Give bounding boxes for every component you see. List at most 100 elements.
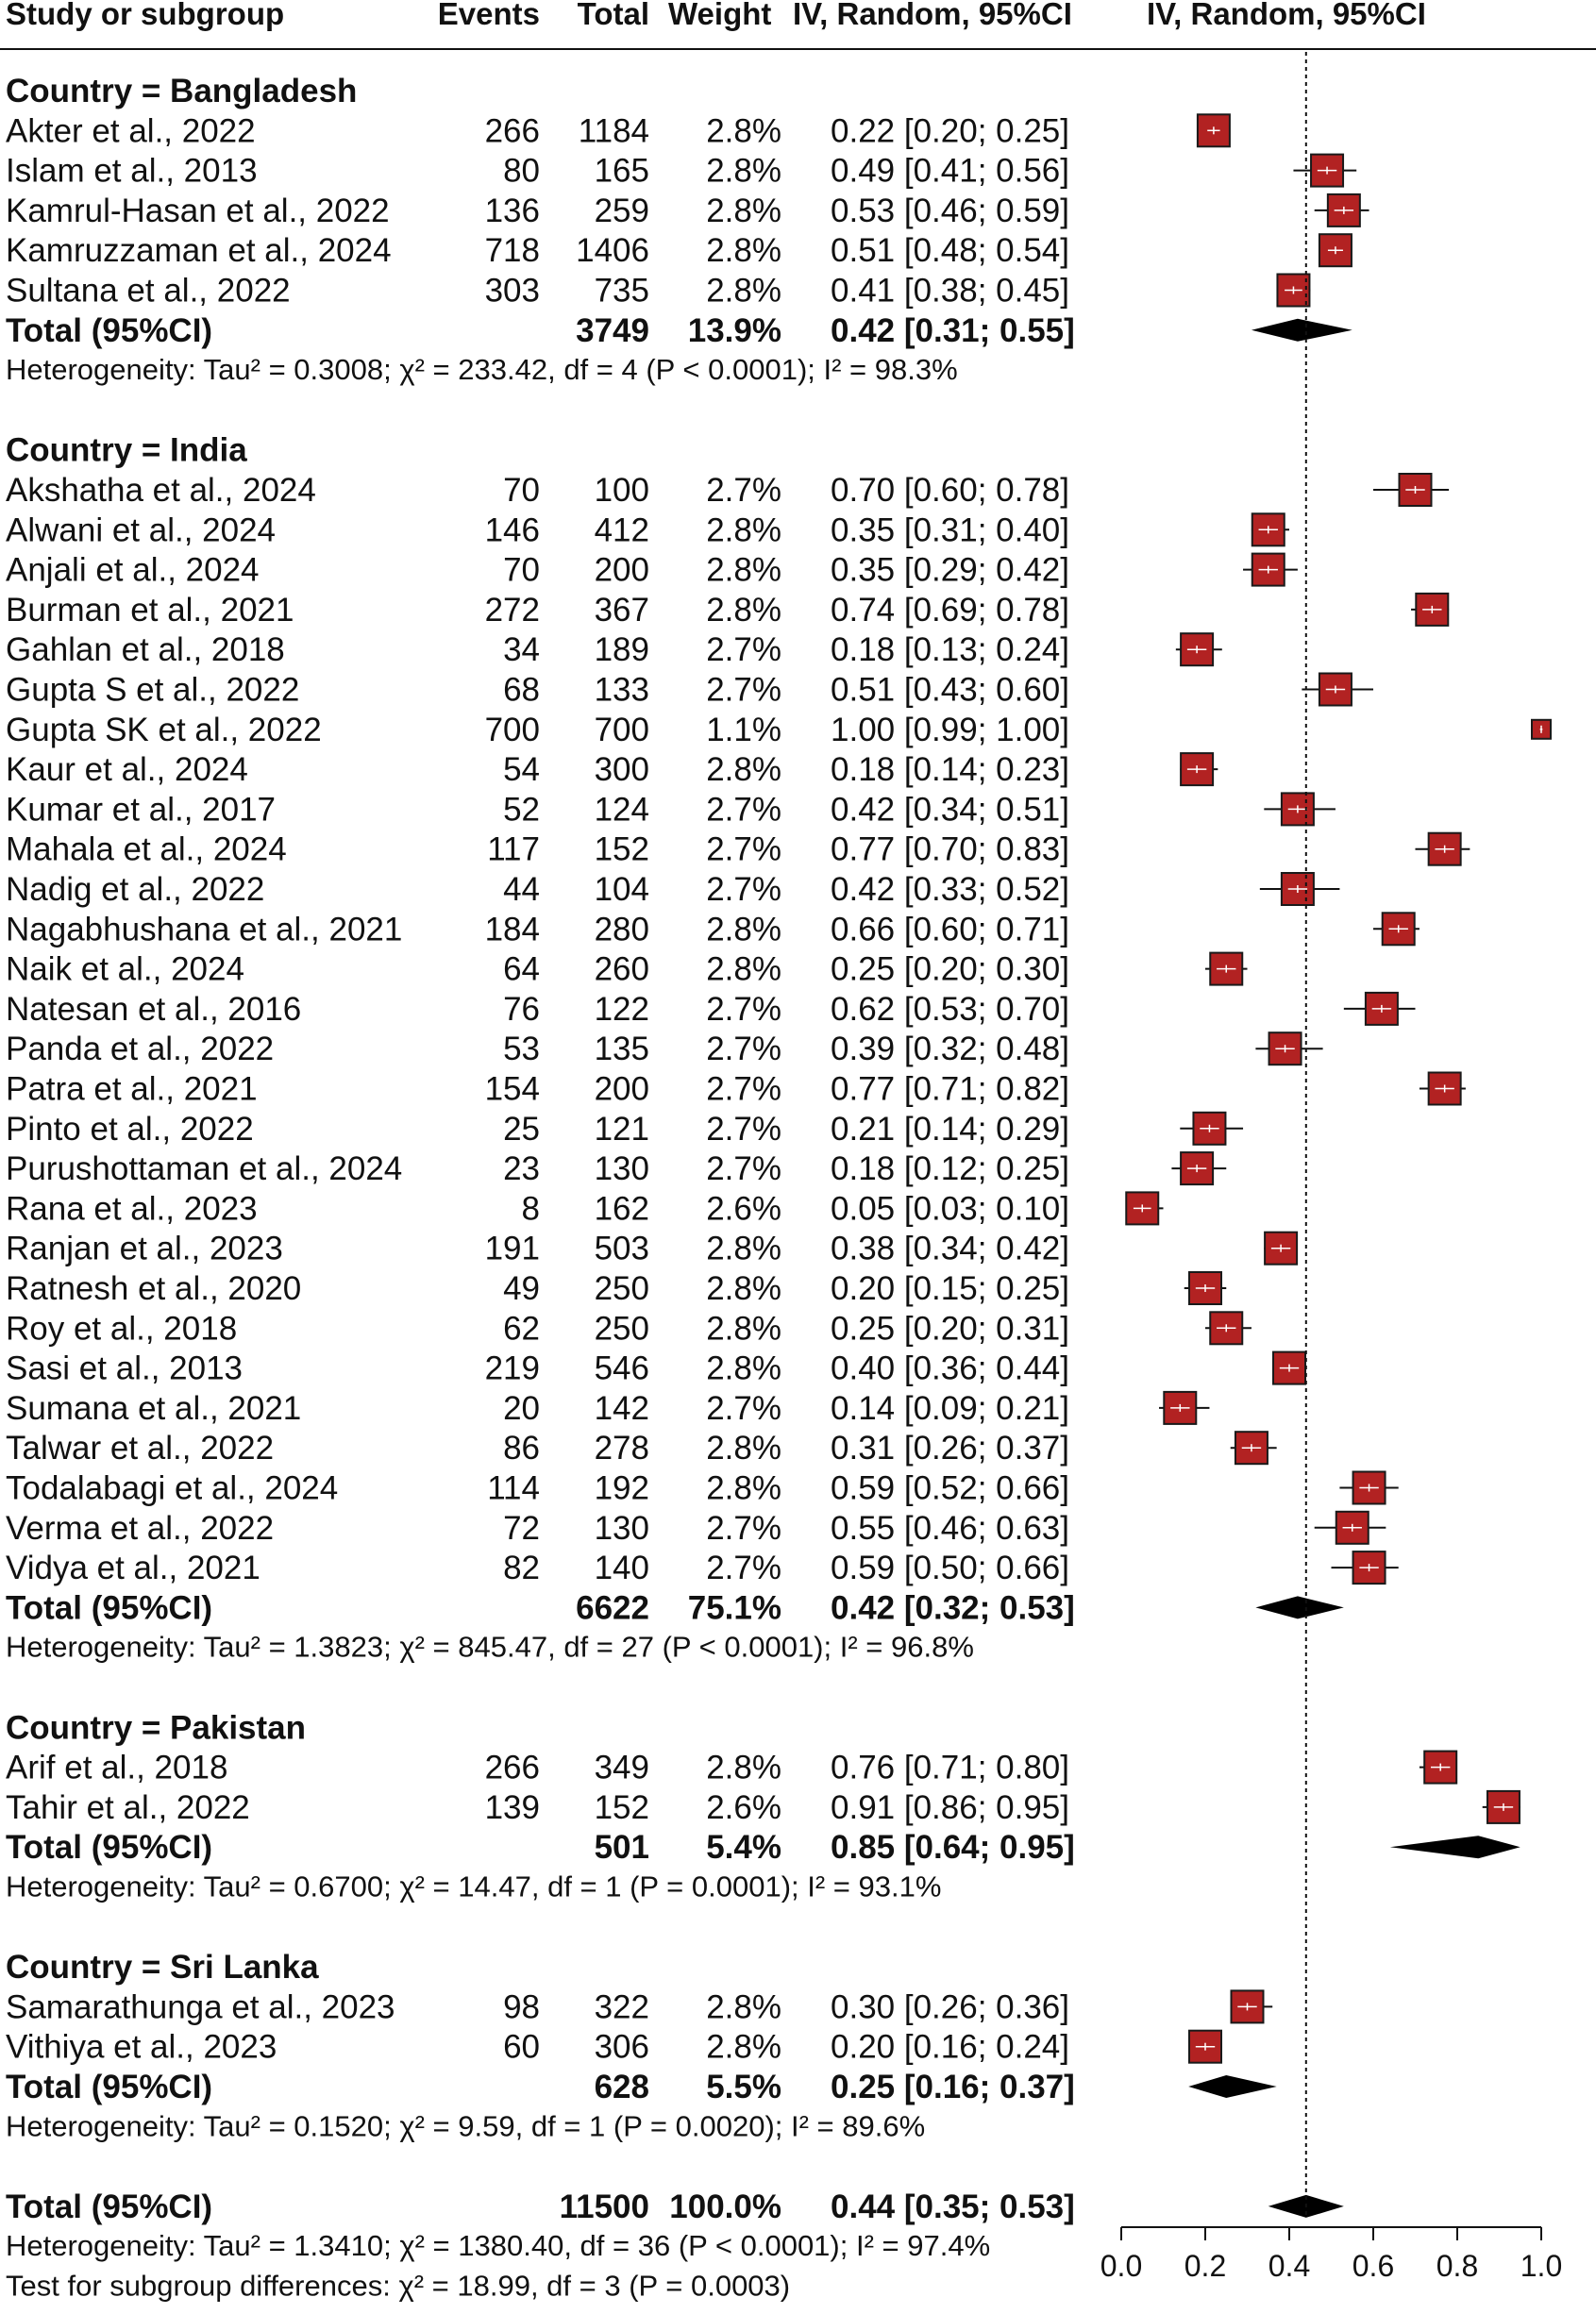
- study-events: 136: [485, 193, 540, 229]
- study-total: 104: [595, 871, 649, 908]
- study-name: Gahlan et al., 2018: [6, 631, 285, 668]
- study-square: [1180, 1151, 1215, 1186]
- study-events: 49: [503, 1270, 540, 1307]
- study-total: 124: [595, 791, 649, 828]
- study-events: 72: [503, 1510, 540, 1547]
- study-ci: 0.35 [0.29; 0.42]: [831, 552, 1069, 589]
- study-name: Samarathunga et al., 2023: [6, 1988, 395, 2025]
- subgroup-total-weight: 5.4%: [706, 1829, 781, 1866]
- study-weight: 2.7%: [706, 1150, 781, 1187]
- study-ci: 0.66 [0.60; 0.71]: [831, 911, 1069, 947]
- study-total: 162: [595, 1190, 649, 1227]
- study-total: 306: [595, 2029, 649, 2066]
- study-name: Arif et al., 2018: [6, 1750, 227, 1786]
- study-ci: 0.59 [0.50; 0.66]: [831, 1550, 1069, 1586]
- study-weight: 2.8%: [706, 552, 781, 589]
- study-name: Sultana et al., 2022: [6, 273, 291, 310]
- x-tick-label: 0.4: [1268, 2249, 1310, 2283]
- study-square: [1196, 113, 1231, 148]
- study-events: 70: [503, 552, 540, 589]
- study-ci: 0.91 [0.86; 0.95]: [831, 1789, 1069, 1826]
- study-ci: 0.38 [0.34; 0.42]: [831, 1231, 1069, 1267]
- study-weight: 2.7%: [706, 631, 781, 668]
- subgroup-total-weight: 5.5%: [706, 2069, 781, 2105]
- study-total: 200: [595, 1071, 649, 1108]
- study-weight: 2.6%: [706, 1190, 781, 1227]
- study-ci: 0.20 [0.16; 0.24]: [831, 2029, 1069, 2066]
- study-name: Purushottaman et al., 2024: [6, 1150, 402, 1187]
- study-total: 122: [595, 991, 649, 1028]
- study-events: 60: [503, 2029, 540, 2066]
- study-events: 154: [485, 1071, 540, 1108]
- study-ci: 0.31 [0.26; 0.37]: [831, 1430, 1069, 1467]
- study-weight: 2.6%: [706, 1789, 781, 1826]
- x-tick-label: 0.0: [1100, 2249, 1142, 2283]
- study-ci: 0.51 [0.48; 0.54]: [831, 232, 1069, 269]
- subgroup-total-label: Total (95%CI): [6, 2069, 212, 2105]
- subgroup-heterogeneity: Heterogeneity: Tau² = 0.6700; χ² = 14.47…: [6, 1870, 941, 1903]
- study-weight: 2.8%: [706, 592, 781, 629]
- study-name: Burman et al., 2021: [6, 592, 294, 629]
- study-ci: 0.22 [0.20; 0.25]: [831, 112, 1069, 149]
- study-total: 130: [595, 1510, 649, 1547]
- study-events: 44: [503, 871, 540, 908]
- subgroup-total-ci: 0.25 [0.16; 0.37]: [831, 2069, 1075, 2105]
- study-events: 64: [503, 951, 540, 988]
- header-weight: Weight: [668, 0, 771, 31]
- study-weight: 2.8%: [706, 1988, 781, 2025]
- study-name: Anjali et al., 2024: [6, 552, 260, 589]
- study-total: 280: [595, 911, 649, 947]
- study-ci: 0.35 [0.31; 0.40]: [831, 511, 1069, 548]
- study-name: Nagabhushana et al., 2021: [6, 911, 402, 947]
- overall-total-weight: 100.0%: [669, 2188, 781, 2225]
- study-name: Roy et al., 2018: [6, 1310, 237, 1347]
- study-name: Akshatha et al., 2024: [6, 472, 316, 509]
- study-weight: 2.7%: [706, 1111, 781, 1148]
- subgroup-heterogeneity: Heterogeneity: Tau² = 0.1520; χ² = 9.59,…: [6, 2109, 925, 2142]
- subgroup-total-weight: 13.9%: [688, 312, 781, 349]
- header-events: Events: [438, 0, 540, 31]
- study-events: 82: [503, 1550, 540, 1586]
- study-total: 1406: [576, 232, 649, 269]
- study-weight: 2.7%: [706, 1071, 781, 1108]
- study-ci: 0.49 [0.41; 0.56]: [831, 153, 1069, 190]
- study-name: Sasi et al., 2013: [6, 1350, 243, 1387]
- overall-total-ci: 0.44 [0.35; 0.53]: [831, 2188, 1075, 2225]
- study-events: 76: [503, 991, 540, 1028]
- study-weight: 1.1%: [706, 712, 781, 748]
- subgroup-title: Country = India: [6, 432, 247, 469]
- study-weight: 2.8%: [706, 232, 781, 269]
- study-events: 184: [485, 911, 540, 947]
- study-name: Panda et al., 2022: [6, 1031, 274, 1067]
- x-tick-label: 0.2: [1184, 2249, 1226, 2283]
- study-total: 140: [595, 1550, 649, 1586]
- study-name: Tahir et al., 2022: [6, 1789, 250, 1826]
- study-weight: 2.7%: [706, 672, 781, 709]
- overall-heterogeneity: Heterogeneity: Tau² = 1.3410; χ² = 1380.…: [6, 2229, 990, 2262]
- study-events: 98: [503, 1988, 540, 2025]
- subgroup-total-label: Total (95%CI): [6, 1829, 212, 1866]
- x-tick-label: 0.6: [1352, 2249, 1394, 2283]
- study-ci: 0.20 [0.15; 0.25]: [831, 1270, 1069, 1307]
- subgroup-total-diamond: [1188, 2075, 1277, 2098]
- study-ci: 0.51 [0.43; 0.60]: [831, 672, 1069, 709]
- study-events: 718: [485, 232, 540, 269]
- subgroup-total-weight: 75.1%: [688, 1589, 781, 1626]
- study-weight: 2.8%: [706, 751, 781, 788]
- study-weight: 2.7%: [706, 1031, 781, 1067]
- study-events: 52: [503, 791, 540, 828]
- header-total: Total: [578, 0, 649, 31]
- study-weight: 2.8%: [706, 2029, 781, 2066]
- subgroup-total-label: Total (95%CI): [6, 1589, 212, 1626]
- study-total: 189: [595, 631, 649, 668]
- study-events: 25: [503, 1111, 540, 1148]
- overall-total-total: 11500: [560, 2188, 649, 2225]
- study-total: 700: [595, 712, 649, 748]
- study-total: 121: [595, 1111, 649, 1148]
- study-name: Gupta SK et al., 2022: [6, 712, 322, 748]
- study-weight: 2.8%: [706, 273, 781, 310]
- study-ci: 0.18 [0.12; 0.25]: [831, 1150, 1069, 1187]
- x-tick-label: 1.0: [1520, 2249, 1562, 2283]
- study-ci: 0.40 [0.36; 0.44]: [831, 1350, 1069, 1387]
